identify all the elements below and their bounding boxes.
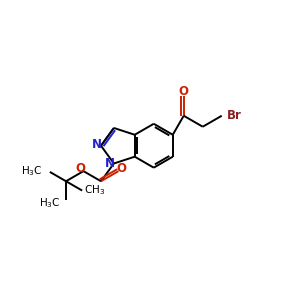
- Text: N: N: [105, 157, 115, 170]
- Text: H$_3$C: H$_3$C: [21, 164, 43, 178]
- Text: Br: Br: [227, 109, 242, 122]
- Text: N: N: [92, 138, 102, 151]
- Text: O: O: [116, 162, 126, 175]
- Text: O: O: [75, 162, 85, 175]
- Text: CH$_3$: CH$_3$: [84, 184, 105, 197]
- Text: O: O: [179, 85, 189, 98]
- Text: H$_3$C: H$_3$C: [39, 197, 60, 211]
